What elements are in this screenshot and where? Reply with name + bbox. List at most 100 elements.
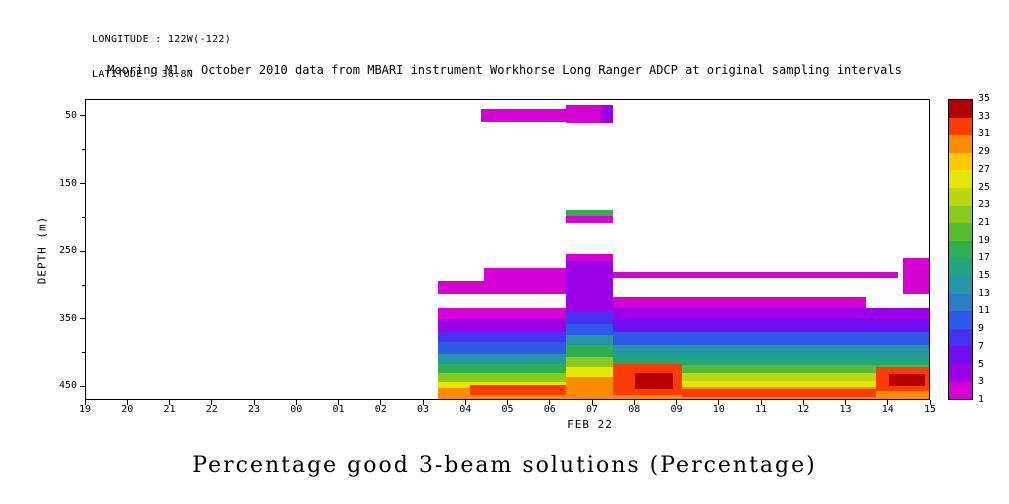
- y-tick-label: 50: [64, 109, 77, 121]
- colorbar-band: [949, 311, 972, 329]
- y-minor-tick: [82, 149, 85, 151]
- x-tick: [887, 400, 889, 405]
- heatmap-patch: [612, 332, 929, 345]
- colorbar: [948, 99, 973, 400]
- x-tick-label: 04: [459, 404, 472, 415]
- heatmap-patch: [565, 323, 613, 335]
- y-tick: [80, 250, 85, 252]
- x-tick-label: 05: [501, 404, 514, 415]
- y-tick-label: 450: [58, 380, 77, 392]
- x-tick-label: 14: [881, 404, 894, 415]
- colorbar-tick-label: 11: [978, 305, 991, 317]
- colorbar-band: [949, 346, 972, 364]
- heatmap-patch: [565, 344, 613, 358]
- y-tick-label: 350: [58, 312, 77, 324]
- heatmap-patch: [612, 296, 866, 308]
- x-tick: [84, 400, 86, 405]
- x-tick: [422, 400, 424, 405]
- heatmap-patch: [681, 388, 877, 397]
- header-latitude: LATITUDE : 36.8N: [92, 68, 194, 80]
- colorbar-tick-label: 33: [978, 110, 991, 122]
- x-tick: [802, 400, 804, 405]
- heatmap-patch: [612, 319, 929, 332]
- colorbar-tick-label: 3: [978, 376, 985, 388]
- colorbar-band: [949, 170, 972, 188]
- colorbar-tick-label: 19: [978, 234, 991, 246]
- x-tick-label: 03: [416, 404, 430, 415]
- x-axis-title: FEB 22: [567, 418, 613, 431]
- y-tick: [80, 385, 85, 387]
- figure-caption: Percentage good 3-beam solutions (Percen…: [192, 453, 817, 478]
- colorbar-band: [949, 117, 972, 136]
- colorbar-band: [949, 100, 972, 118]
- x-tick-label: 08: [628, 404, 641, 415]
- colorbar-band: [949, 293, 972, 312]
- colorbar-band: [949, 205, 972, 224]
- x-tick: [464, 400, 466, 405]
- colorbar-band: [949, 258, 972, 276]
- x-tick: [633, 400, 635, 405]
- heatmap-patch: [635, 372, 674, 389]
- x-tick: [169, 400, 170, 405]
- heatmap-patch: [470, 384, 566, 395]
- x-tick-label: 02: [374, 404, 387, 415]
- plot-area: [85, 99, 930, 400]
- x-tick-label: 00: [290, 404, 303, 415]
- y-tick: [80, 115, 85, 117]
- heatmap-patch: [565, 377, 613, 399]
- colorbar-band: [949, 135, 972, 153]
- x-tick: [845, 400, 846, 405]
- heatmap-patch: [612, 365, 929, 373]
- y-minor-tick: [82, 216, 85, 218]
- colorbar-band: [949, 240, 972, 259]
- heatmap-patch: [612, 380, 929, 388]
- x-tick: [676, 400, 677, 405]
- x-tick-label: 19: [78, 404, 92, 415]
- x-tick-label: 23: [247, 404, 261, 415]
- x-tick: [253, 400, 255, 405]
- header-longitude: LONGITUDE : 122W(-122): [92, 34, 232, 45]
- heatmap-patch: [437, 332, 566, 343]
- x-tick-label: 11: [754, 404, 768, 415]
- heatmap-patch: [481, 108, 566, 122]
- y-tick-label: 150: [58, 177, 77, 189]
- x-tick-label: 12: [797, 404, 810, 415]
- y-minor-tick: [82, 284, 85, 286]
- heatmap-patch: [612, 344, 929, 357]
- y-tick: [80, 318, 85, 320]
- x-tick: [549, 400, 551, 405]
- x-tick-label: 09: [670, 404, 683, 415]
- heatmap-patch: [600, 104, 613, 123]
- x-tick: [591, 400, 593, 405]
- x-tick: [760, 400, 762, 405]
- heatmap-patch: [483, 267, 566, 282]
- x-tick: [380, 400, 382, 405]
- x-tick-label: 01: [332, 404, 345, 415]
- colorbar-band: [949, 328, 972, 347]
- heatmap-patch: [565, 215, 613, 224]
- colorbar-band: [949, 381, 972, 400]
- colorbar-tick-label: 9: [978, 323, 985, 335]
- heatmap-patch: [565, 357, 613, 368]
- y-minor-tick: [82, 352, 85, 354]
- heatmap-patch: [437, 307, 566, 320]
- colorbar-tick-label: 7: [978, 340, 985, 352]
- heatmap-patch: [437, 353, 566, 364]
- y-tick: [80, 183, 85, 185]
- colorbar-tick-label: 29: [978, 146, 991, 158]
- x-tick-label: 07: [585, 404, 599, 415]
- heatmap-patch: [565, 334, 613, 345]
- colorbar-tick-label: 17: [978, 252, 991, 264]
- heatmap-patch: [565, 210, 613, 216]
- x-tick: [126, 400, 128, 405]
- heatmap-patch: [565, 311, 613, 324]
- x-tick-label: 21: [163, 404, 176, 415]
- colorbar-tick-label: 13: [978, 287, 991, 299]
- colorbar-tick-label: 23: [978, 199, 991, 211]
- x-tick: [295, 400, 297, 405]
- y-tick-label: 250: [58, 245, 77, 257]
- x-tick: [929, 400, 931, 405]
- heatmap-patch: [437, 342, 566, 354]
- colorbar-band: [949, 275, 972, 294]
